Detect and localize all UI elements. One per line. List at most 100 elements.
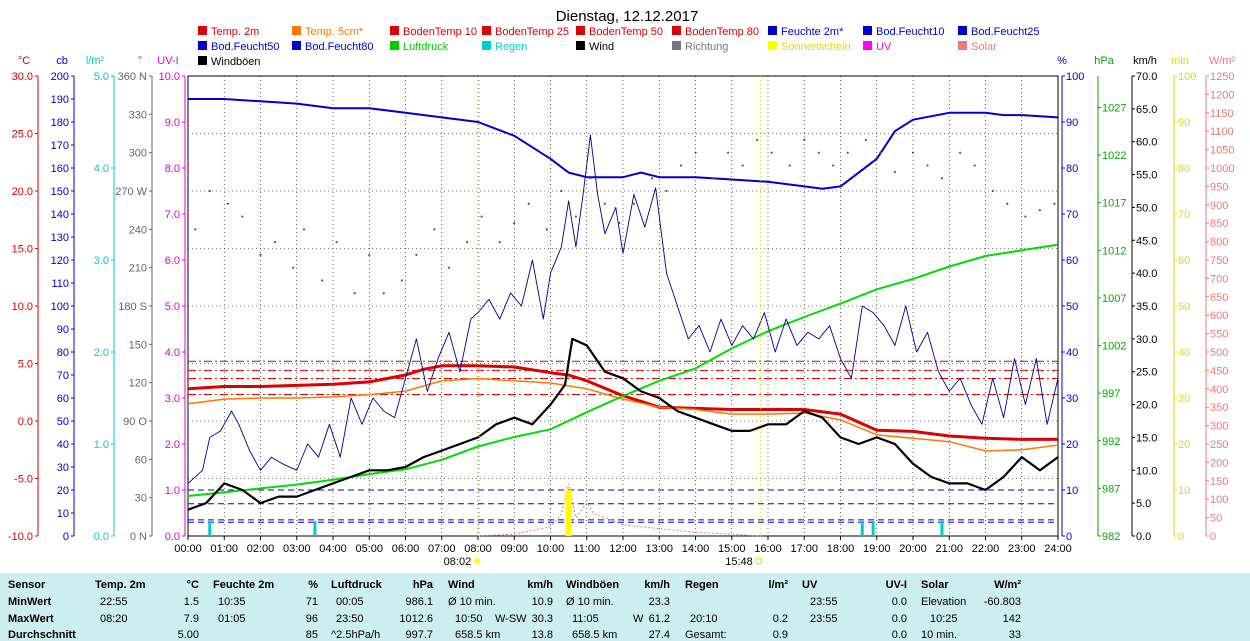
- direction-point: [712, 177, 715, 180]
- axis-tick-label: 0.0: [94, 531, 109, 543]
- axis-tick-label: 110: [51, 278, 69, 290]
- axis-tick-label: 100: [1066, 71, 1084, 83]
- axis-tick-label: 1022: [1102, 150, 1126, 162]
- axis-tick-label: 1050: [1210, 145, 1234, 157]
- direction-point: [321, 279, 324, 282]
- direction-point: [632, 202, 635, 205]
- stats-header: Regen: [685, 579, 719, 591]
- axis-tick-label: 0: [1066, 531, 1072, 543]
- legend-swatch: [390, 41, 399, 50]
- axis-tick-label: 997: [1102, 388, 1120, 400]
- axis-tick-label: 70.0: [1136, 71, 1157, 83]
- axis-tick-label: 0.0: [165, 531, 180, 543]
- axis-tick-label: 360 N: [118, 71, 147, 83]
- legend-label: Feuchte 2m*: [781, 26, 844, 38]
- axis-tick-label: 90: [57, 324, 69, 336]
- legend-swatch: [482, 26, 491, 35]
- stat-cell: W: [633, 613, 644, 625]
- series-line: [187, 337, 1059, 511]
- legend-swatch: [576, 26, 585, 35]
- x-tick-label: 00:00: [174, 543, 202, 555]
- direction-point: [817, 151, 820, 154]
- axis-tick-label: 800: [1210, 237, 1228, 249]
- axis-unit-label: cb: [56, 55, 68, 67]
- axis-tick-label: 120: [129, 378, 147, 390]
- direction-point: [415, 253, 418, 256]
- axis-tick-label: 25.0: [12, 129, 33, 141]
- series: [187, 98, 1059, 537]
- stat-value: 61.2: [648, 613, 670, 625]
- direction-point: [589, 177, 592, 180]
- axis-tick-label: 70: [57, 370, 69, 382]
- stat-cell: 10:35: [218, 596, 246, 608]
- direction-point: [1053, 202, 1056, 205]
- x-tick-label: 18:00: [827, 543, 855, 555]
- direction-point: [302, 228, 306, 231]
- x-tick-label: 05:00: [355, 543, 383, 555]
- x-tick-label: 03:00: [283, 543, 311, 555]
- weather-chart: Dienstag, 12.12.2017 Temp. 2m Temp. 5cm* B…: [8, 8, 1236, 568]
- stat-cell: 658.5 km: [455, 629, 501, 641]
- axis-tick-label: 450: [1210, 365, 1228, 377]
- legend-swatch: [768, 41, 777, 50]
- stat-value: 33: [1008, 629, 1021, 641]
- direction-point: [466, 241, 469, 244]
- axis-tick-label: 80: [57, 347, 69, 359]
- axis-tick-label: 100: [1210, 494, 1228, 506]
- direction-point: [803, 138, 806, 141]
- direction-point: [447, 266, 451, 269]
- axis-tick-label: 5.0: [1136, 498, 1151, 510]
- axis-tick-label: 8.0: [165, 163, 180, 175]
- axis-tick-label: 35.0: [1136, 301, 1157, 313]
- x-tick-label: 10:00: [537, 543, 565, 555]
- axis-tick-label: 1250: [1210, 71, 1234, 83]
- stat-cell: ^2.5hPa/h: [331, 629, 381, 641]
- sunrise-icon: [474, 558, 481, 564]
- legend-label: Temp. 5cm*: [305, 26, 364, 38]
- direction-point: [273, 241, 277, 244]
- axis-tick-label: 10.0: [12, 301, 33, 313]
- legend-swatch: [863, 41, 872, 50]
- stat-cell: Elevation: [921, 596, 967, 608]
- stats-row-label: MinWert: [8, 596, 52, 608]
- axis-tick-label: -10.0: [8, 531, 33, 543]
- legend-label: UV: [876, 41, 892, 53]
- legend-swatch: [768, 26, 777, 35]
- axis-tick-label: 200: [51, 71, 69, 83]
- axis-tick-label: 70: [1066, 209, 1078, 221]
- legend: Temp. 2m Temp. 5cm* BodenTemp 10 BodenTemp …: [198, 26, 1040, 68]
- direction-point: [400, 279, 403, 282]
- legend-label: Wind: [589, 41, 614, 53]
- series-line: [187, 364, 1058, 441]
- series-line: [187, 377, 1059, 452]
- stat-value: 85: [305, 629, 318, 641]
- x-tick-label: 19:00: [863, 543, 891, 555]
- x-tick-label: 24:00: [1044, 543, 1072, 555]
- axis-tick-label: 90 O: [123, 416, 147, 428]
- legend-label: Bod.Feucht50: [211, 41, 280, 53]
- x-tick-label: 07:00: [428, 543, 456, 555]
- stat-cell: 22:55: [100, 596, 128, 608]
- stat-value: 10.9: [531, 596, 553, 608]
- direction-point: [879, 151, 882, 154]
- direction-point: [911, 151, 915, 154]
- axis-tick-label: 3.0: [165, 393, 180, 405]
- stat-value: 13.8: [531, 629, 553, 641]
- x-axis: 00:00 01:00 02:00 03:00 04:00 05:00 06:00 07:00…: [174, 76, 1072, 568]
- stat-cell: Gesamt:: [685, 629, 727, 641]
- axis-tick-label: 250: [1210, 439, 1228, 451]
- axis-tick-label: 30: [1066, 393, 1078, 405]
- direction-point: [498, 241, 501, 244]
- direction-point: [226, 202, 229, 205]
- axis-tick-label: 0: [63, 531, 69, 543]
- axis-tick-label: 0 N: [130, 531, 147, 543]
- axis-tick-label: 1012: [1102, 245, 1126, 257]
- axis-unit-label: km/h: [1133, 55, 1157, 67]
- axis-tick-label: 15.0: [1136, 432, 1157, 444]
- axis-tick-label: 10.0: [159, 71, 180, 83]
- stats-header: km/h: [527, 579, 553, 591]
- stat-value: -60.803: [983, 596, 1021, 608]
- x-tick-label: 20:00: [899, 543, 927, 555]
- stat-value: 7.9: [183, 613, 199, 625]
- direction-point: [1006, 202, 1009, 205]
